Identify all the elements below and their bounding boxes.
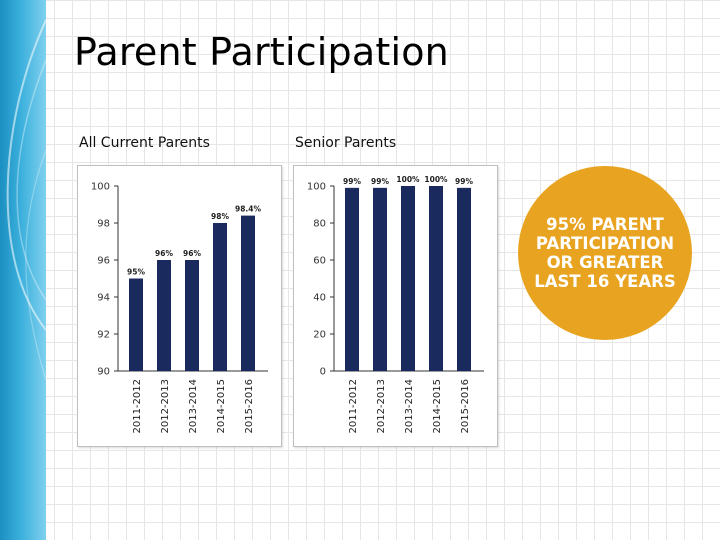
chart-title-all-parents: All Current Parents [79,135,210,151]
bar-chart-senior-parents: 0 20 40 60 80 100 99% 2011-2012 99% 2012-2013 100%… [307,175,484,434]
bar [129,278,143,371]
bar-chart-all-parents: 90 92 94 96 98 100 95% 2011-2012 96% 2012-2013 96%… [91,182,268,434]
chart-panel-all-parents: 90 92 94 96 98 100 95% 2011-2012 96% 2012-2013 96%… [77,165,282,447]
y-tick-label: 60 [313,256,326,267]
bar [241,215,255,371]
chart-title-senior-parents: Senior Parents [295,135,397,151]
y-tick-label: 0 [320,367,326,378]
y-tick-label: 92 [97,330,110,341]
x-category-label: 2014-2015 [432,379,443,434]
bar [457,187,471,371]
y-tick-label: 100 [91,182,110,193]
data-label: 98% [211,212,229,221]
x-category-label: 2012-2013 [160,379,171,434]
data-label: 99% [455,177,473,186]
left-decorative-band [0,0,46,540]
x-category-label: 2014-2015 [216,379,227,434]
x-category-label: 2012-2013 [376,379,387,434]
slide-title: Parent Participation [74,30,449,74]
x-category-label: 2015-2016 [244,379,255,434]
y-tick-label: 40 [313,293,326,304]
x-category-label: 2011-2012 [132,379,143,434]
bar [213,223,227,371]
bar [185,260,199,371]
y-tick-label: 90 [97,367,110,378]
x-category-label: 2013-2014 [404,379,415,434]
bar [157,260,171,371]
data-label: 96% [155,249,173,258]
bar [345,187,359,371]
y-tick-label: 80 [313,219,326,230]
x-category-label: 2015-2016 [460,379,471,434]
data-label: 100% [424,175,448,184]
participation-badge: 95% PARENT PARTICIPATION OR GREATER LAST… [518,166,692,340]
y-tick-label: 20 [313,330,326,341]
chart-panel-senior-parents: 0 20 40 60 80 100 99% 2011-2012 99% 2012-2013 100%… [293,165,498,447]
data-label: 99% [371,177,389,186]
data-label: 96% [183,249,201,258]
bar [373,187,387,371]
y-tick-label: 94 [97,293,110,304]
y-tick-label: 96 [97,256,110,267]
y-tick-label: 98 [97,219,110,230]
data-label: 99% [343,177,361,186]
badge-text: 95% PARENT PARTICIPATION OR GREATER LAST… [534,215,676,291]
data-label: 98.4% [235,205,262,214]
bar [429,186,443,371]
bar [401,186,415,371]
data-label: 95% [127,268,145,277]
data-label: 100% [396,175,420,184]
swoosh-decoration [6,19,46,381]
y-tick-label: 100 [307,182,326,193]
x-category-label: 2011-2012 [348,379,359,434]
x-category-label: 2013-2014 [188,379,199,434]
